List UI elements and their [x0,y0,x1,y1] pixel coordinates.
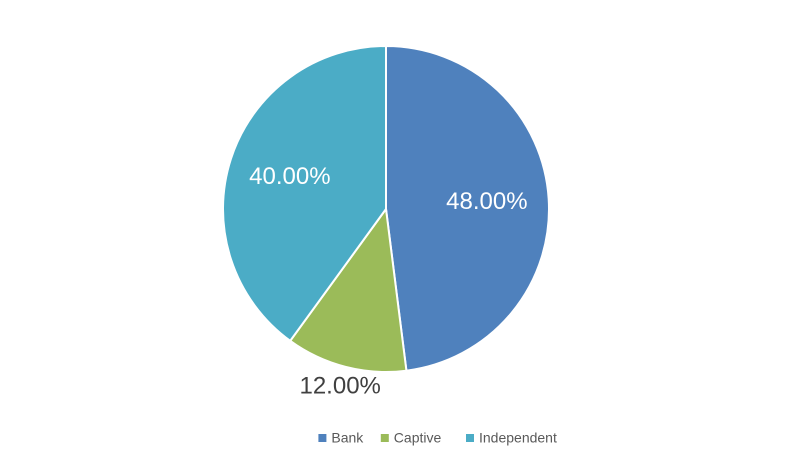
legend-swatch [380,434,389,442]
data-label: 40.00% [249,163,330,190]
pie-slice [288,206,408,373]
legend-label: Independent [479,430,557,446]
data-label: 48.00% [446,188,527,215]
pie-slice [385,44,550,372]
legend-swatch [318,434,327,442]
legend-swatch [466,434,474,442]
legend-label: Captive [394,430,442,446]
data-label: 12.00% [299,373,380,400]
pie-slice [222,44,387,343]
legend-label: Bank [331,430,364,446]
